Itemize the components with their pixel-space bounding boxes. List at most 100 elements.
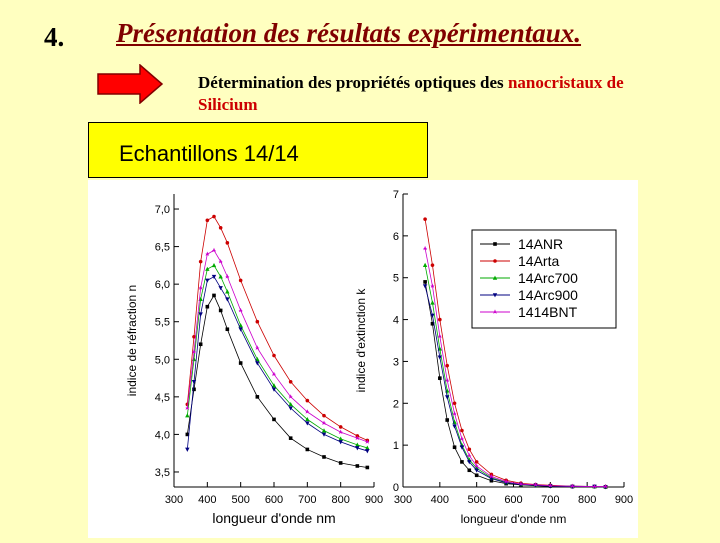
chart2-data-point: [445, 377, 450, 383]
chart1-data-point: [191, 356, 197, 362]
chart2-data-point: [467, 447, 472, 452]
chart1-data-point: [355, 435, 360, 440]
chart1-data-point: [365, 449, 370, 454]
chart1-xtick-label: 500: [231, 494, 249, 506]
chart2-data-point: [592, 483, 597, 489]
chart2-data-point: [430, 300, 435, 305]
chart1-data-point: [225, 289, 230, 294]
chart2-ytick-label: 4: [393, 315, 399, 327]
chart2-data-point: [422, 245, 428, 251]
chart1-data-point: [365, 445, 370, 450]
chart2-data-point: [430, 283, 435, 288]
chart2-data-point: [452, 445, 457, 450]
legend-label: 14Arc900: [518, 287, 578, 303]
chart1-data-point: [288, 436, 293, 440]
chart1-data-point: [225, 327, 230, 332]
chart1-data-point: [238, 327, 243, 332]
chart1-data-point: [338, 425, 343, 429]
chart2-xtick-label: 400: [431, 494, 449, 506]
chart1-data-point: [198, 342, 203, 347]
chart1-series-line: [186, 276, 368, 452]
chart2-data-point: [452, 401, 457, 406]
chart1-data-point: [271, 371, 277, 377]
chart2-data-point: [460, 460, 464, 464]
chart1-data-point: [218, 308, 223, 313]
chart2-data-point: [445, 395, 450, 400]
chart2-ytick-label: 3: [393, 356, 399, 368]
chart1-data-point: [238, 307, 243, 313]
chart2-data-point: [548, 483, 553, 488]
sample-label-box: Echantillons 14/14: [88, 122, 428, 178]
chart1-xtick-label: 900: [365, 494, 383, 506]
plot-area: 3,5 4,0 4,5 5,0 5,5 6,0 6,5 7,0 300 400 500 600 700 8…: [88, 180, 638, 538]
chart1-ytick-label: 3,5: [155, 467, 170, 479]
legend-marker: [492, 275, 498, 280]
chart1-data-point: [205, 278, 210, 283]
chart1-data-point: [338, 440, 343, 445]
chart1-data-point: [365, 465, 370, 470]
subtitle-highlight: nanocristaux de: [507, 73, 624, 92]
chart2-data-point: [518, 481, 524, 486]
chart1-xtick-label: 700: [298, 494, 316, 506]
chart1-data-point: [185, 432, 190, 437]
chart1-data-point: [225, 274, 230, 279]
chart1-data-point: [321, 432, 327, 437]
chart2-data-point: [467, 453, 472, 458]
legend-label: 14ANR: [518, 236, 563, 252]
chart2-data-point: [467, 468, 472, 473]
chart1-data-point: [192, 334, 196, 339]
chart1-data-point: [205, 304, 210, 309]
chart2-data-point: [474, 460, 479, 464]
chart1-data-point: [198, 285, 203, 290]
chart2-ytick-label: 0: [393, 482, 399, 494]
chart1-ylabel: indice de réfraction n: [125, 285, 139, 396]
chart1-series-line: [186, 264, 368, 449]
chart2-data-point: [459, 436, 465, 441]
chart1-data-point: [271, 387, 277, 392]
chart1-ytick-label: 5,5: [155, 317, 170, 329]
chart1-data-point: [211, 262, 217, 268]
chart2-data-point: [474, 468, 479, 473]
chart1-series-line: [186, 215, 368, 441]
chart1-series-line: [186, 294, 368, 468]
chart1-ytick-label: 5,0: [155, 354, 170, 366]
legend-marker: [492, 293, 498, 298]
chart2-data-point: [437, 333, 443, 339]
legend-label: 1414BNT: [518, 304, 578, 320]
sample-label: Echantillons 14/14: [119, 141, 299, 166]
chart1-data-point: [218, 259, 223, 264]
chart1-xtick-label: 600: [265, 494, 283, 506]
chart1-data-point: [355, 464, 360, 468]
slide-number: 4.: [44, 22, 65, 52]
chart2-xtick-label: 800: [578, 494, 596, 506]
chart1-data-point: [338, 436, 343, 441]
chart1-data-point: [338, 429, 343, 434]
chart1-data-point: [191, 380, 197, 385]
chart1-data-point: [255, 361, 260, 366]
chart2-xtick-label: 900: [615, 494, 633, 506]
chart2-data-point: [452, 424, 457, 429]
chart2-data-point: [430, 263, 435, 267]
chart1-data-point: [322, 455, 326, 459]
chart2-data-point: [437, 355, 443, 360]
chart2-data-point: [422, 262, 428, 267]
chart2-xtick-label: 500: [467, 494, 485, 506]
chart2-data-point: [474, 473, 479, 478]
chart1-data-point: [185, 447, 190, 452]
chart2-ytick-label: 1: [393, 440, 399, 452]
chart1-data-point: [305, 421, 310, 426]
chart2-data-point: [533, 482, 538, 487]
chart2-xtick-label: 700: [541, 494, 559, 506]
legend-marker: [492, 309, 498, 314]
chart1-data-point: [272, 353, 276, 358]
chart2-ytick-label: 6: [393, 231, 399, 243]
chart2-series-line: [424, 248, 606, 487]
chart2-data-point: [438, 317, 442, 322]
chart1-data-point: [218, 286, 223, 291]
chart1-data-point: [238, 361, 243, 365]
chart2-data-point: [603, 483, 608, 489]
chart2-ytick-label: 5: [393, 273, 399, 285]
chart1-data-point: [225, 297, 230, 302]
chart2-data-point: [459, 445, 465, 450]
chart1-data-point: [205, 251, 210, 256]
